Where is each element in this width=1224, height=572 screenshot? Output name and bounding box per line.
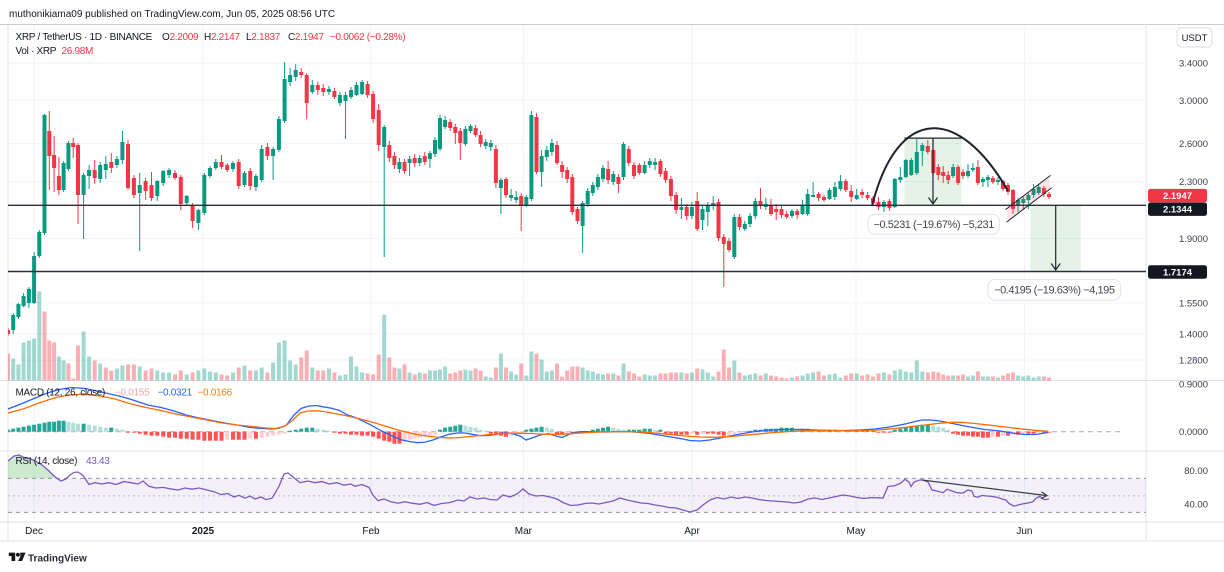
svg-text:Apr: Apr — [684, 526, 700, 537]
svg-text:3.0000: 3.0000 — [1179, 96, 1208, 107]
svg-text:TradingView: TradingView — [28, 554, 87, 565]
svg-text:2025: 2025 — [192, 526, 215, 537]
svg-text:26.98M: 26.98M — [62, 46, 94, 57]
svg-text:43.43: 43.43 — [86, 456, 110, 467]
svg-text:C2.1947: C2.1947 — [288, 32, 324, 43]
svg-text:XRP / TetherUS · 1D · BINANCE: XRP / TetherUS · 1D · BINANCE — [16, 32, 153, 43]
svg-text:RSI (14, close): RSI (14, close) — [16, 456, 78, 467]
svg-text:0.0000: 0.0000 — [1179, 427, 1208, 438]
svg-text:1.9000: 1.9000 — [1179, 234, 1208, 245]
svg-text:1.4000: 1.4000 — [1179, 329, 1208, 340]
svg-text:Dec: Dec — [25, 526, 43, 537]
svg-text:Vol · XRP: Vol · XRP — [16, 46, 57, 57]
svg-text:muthonikiama09 published on Tr: muthonikiama09 published on TradingView.… — [9, 9, 335, 20]
svg-text:1.2800: 1.2800 — [1179, 356, 1208, 367]
svg-text:2.6000: 2.6000 — [1179, 139, 1208, 150]
svg-text:Jun: Jun — [1016, 526, 1032, 537]
svg-text:L2.1837: L2.1837 — [246, 32, 281, 43]
svg-text:40.00: 40.00 — [1184, 500, 1208, 511]
svg-text:1.5500: 1.5500 — [1179, 299, 1208, 310]
svg-text:Mar: Mar — [515, 526, 533, 537]
svg-text:Feb: Feb — [362, 526, 380, 537]
svg-text:80.00: 80.00 — [1184, 466, 1208, 477]
svg-text:−0.5231 (−19.67%) −5,231: −0.5231 (−19.67%) −5,231 — [874, 219, 995, 231]
svg-text:0.9000: 0.9000 — [1179, 380, 1208, 391]
svg-text:2.1344: 2.1344 — [1163, 205, 1193, 216]
svg-text:−0.0155: −0.0155 — [115, 388, 150, 399]
svg-text:−0.0166: −0.0166 — [198, 388, 233, 399]
svg-text:1.7174: 1.7174 — [1163, 268, 1193, 279]
svg-text:2.1947: 2.1947 — [1163, 191, 1192, 202]
svg-text:−0.0062 (−0.28%): −0.0062 (−0.28%) — [330, 32, 405, 43]
svg-text:MACD (12, 26, close): MACD (12, 26, close) — [16, 388, 106, 399]
svg-text:O2.2009: O2.2009 — [162, 32, 199, 43]
svg-text:H2.2147: H2.2147 — [204, 32, 240, 43]
svg-text:−0.0321: −0.0321 — [158, 388, 193, 399]
svg-text:−0.4195 (−19.63%) −4,195: −0.4195 (−19.63%) −4,195 — [994, 285, 1115, 297]
svg-text:USDT: USDT — [1182, 33, 1208, 44]
svg-text:2.3000: 2.3000 — [1179, 177, 1208, 188]
svg-text:3.4000: 3.4000 — [1179, 59, 1208, 70]
svg-text:May: May — [847, 526, 866, 537]
